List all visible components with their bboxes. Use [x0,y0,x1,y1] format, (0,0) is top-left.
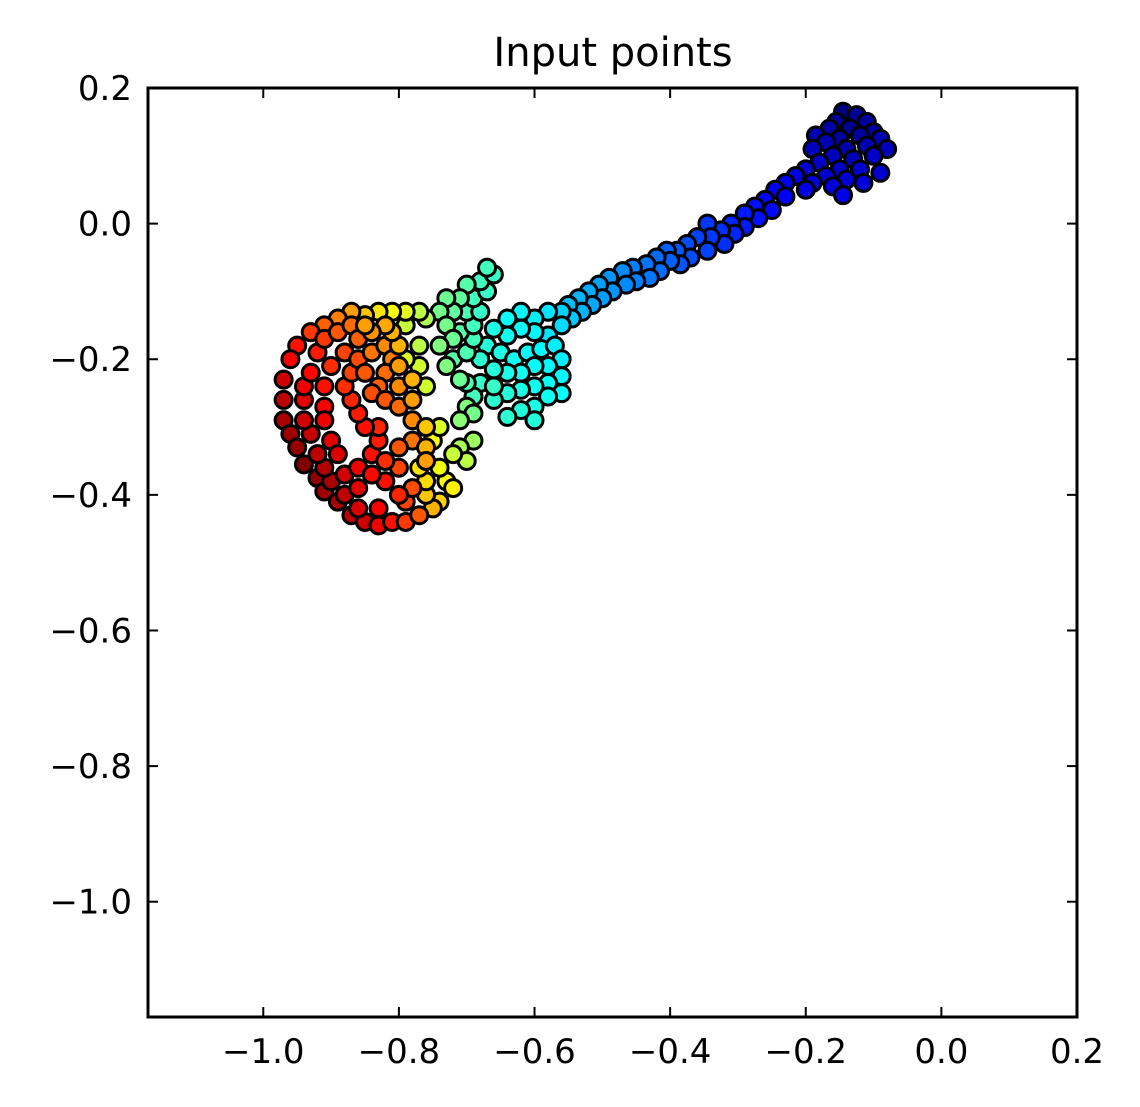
data-point [497,406,518,427]
plot-frame [146,86,1079,1019]
data-point [795,179,816,200]
y-tick-label: −0.6 [49,611,132,651]
data-point [443,478,464,499]
data-point [388,356,409,377]
data-point [314,410,335,431]
data-point [273,389,294,410]
x-tick-label: −0.8 [358,1032,441,1072]
data-point [853,172,874,193]
data-point [483,318,504,339]
data-point [833,185,854,206]
data-point [388,437,409,458]
y-tick-label: −1.0 [49,883,132,923]
data-point [483,376,504,397]
data-point [388,484,409,505]
ticks-layer: −1.0 −0.8 −0.6 −0.4 −0.2 0.0 0.2 0.2 0.0 −0.2 −0.4… [49,69,1104,1072]
data-point [354,315,375,336]
y-tick-label: 0.2 [78,69,132,109]
y-tick-label: −0.4 [49,476,132,516]
data-point [348,478,369,499]
data-point [361,464,382,485]
data-point [697,240,718,261]
data-point [280,349,301,370]
x-tick-label: −0.2 [764,1032,847,1072]
data-point [449,410,470,431]
data-point [538,386,559,407]
data-point [449,369,470,390]
x-tick-label: −1.0 [222,1032,305,1072]
data-point [402,389,423,410]
data-point [775,186,796,207]
y-tick-label: 0.0 [78,205,132,245]
data-point [368,498,389,519]
data-point [287,437,308,458]
data-point [409,505,430,526]
data-point [524,410,545,431]
data-point [443,444,464,465]
x-tick-label: 0.2 [1050,1032,1104,1072]
data-point [321,356,342,377]
data-point [293,454,314,475]
data-point [300,362,321,383]
x-tick-label: −0.6 [493,1032,576,1072]
data-point [870,162,891,183]
x-tick-label: −0.4 [629,1032,712,1072]
data-point [307,444,328,465]
data-point [551,315,572,336]
y-tick-label: −0.8 [49,747,132,787]
chart-title: Input points [493,30,732,76]
data-point [354,362,375,383]
data-point [416,417,437,438]
data-point [293,410,314,431]
data-point [314,376,335,397]
data-point [402,369,423,390]
x-tick-label: 0.0 [914,1032,968,1072]
data-point [273,369,294,390]
data-point [348,498,369,519]
data-point [409,335,430,356]
points-layer [273,101,898,536]
y-tick-label: −0.2 [49,340,132,380]
data-point [477,257,498,278]
data-point [416,450,437,471]
data-point [375,450,396,471]
data-point [436,356,457,377]
data-point [863,145,884,166]
data-point [429,335,450,356]
data-point [327,444,348,465]
